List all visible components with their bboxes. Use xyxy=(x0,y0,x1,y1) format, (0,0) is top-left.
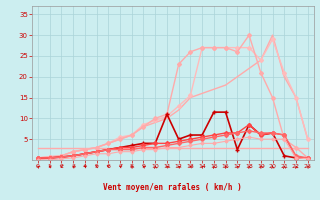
X-axis label: Vent moyen/en rafales ( km/h ): Vent moyen/en rafales ( km/h ) xyxy=(103,183,242,192)
